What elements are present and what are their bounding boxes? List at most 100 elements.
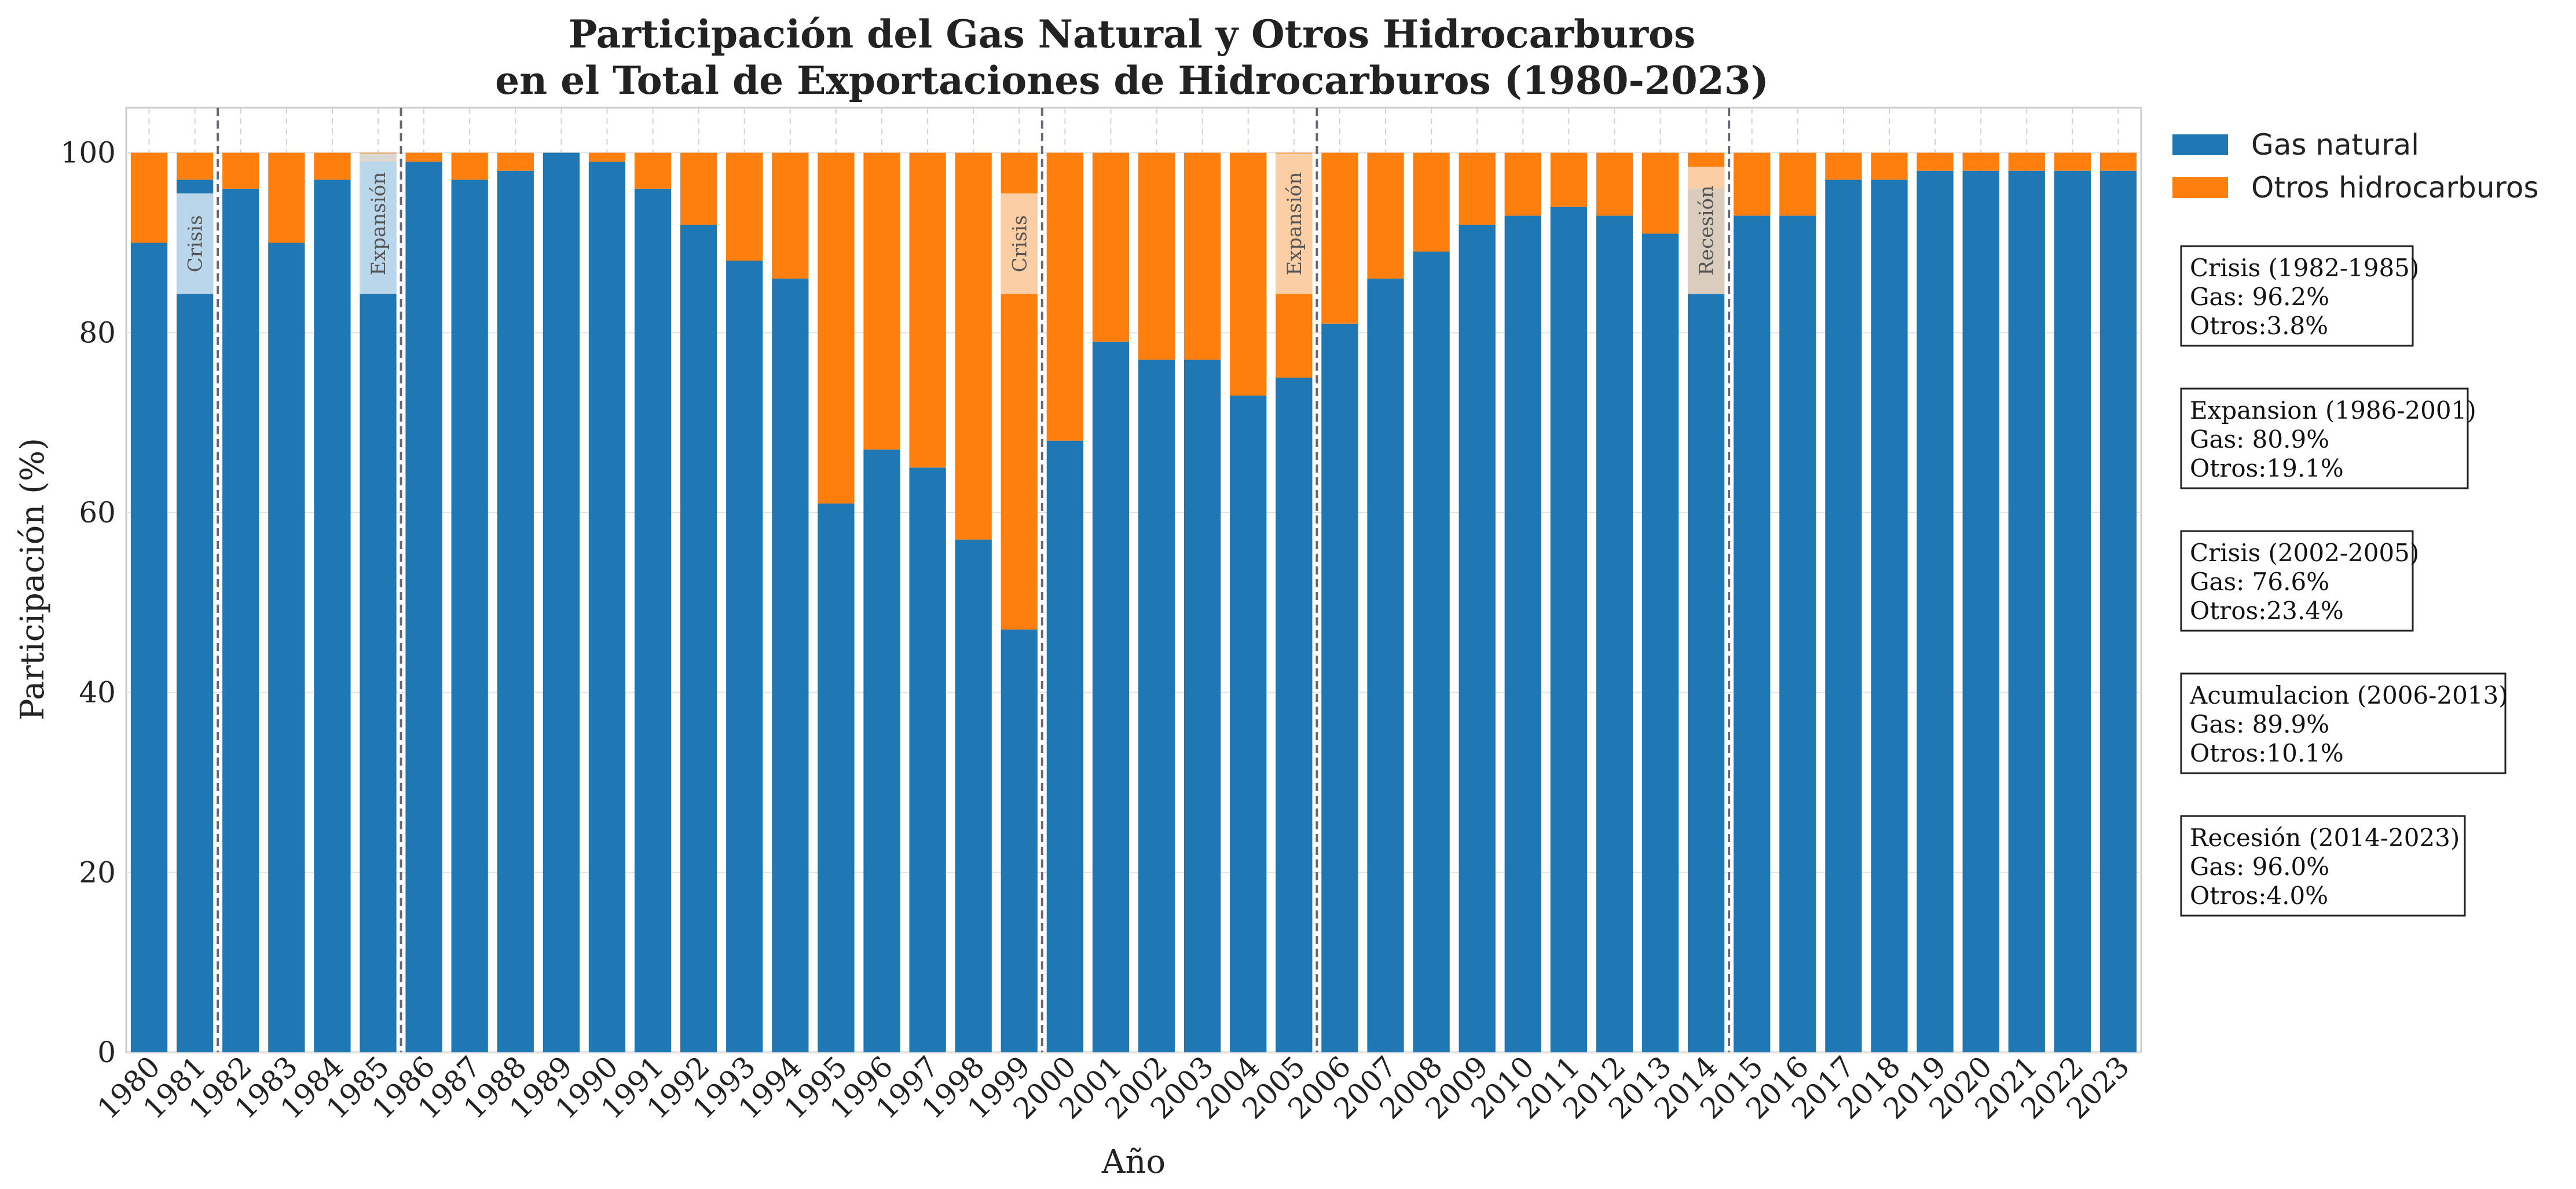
bar-gas-1995: [818, 503, 855, 1052]
bar-otros-2003: [1184, 152, 1221, 360]
bar-otros-2012: [1596, 152, 1633, 216]
bar-otros-1981: [177, 152, 214, 180]
bar-otros-2015: [1734, 152, 1771, 216]
period-label: Expansión: [367, 172, 390, 276]
legend-swatch: [2172, 177, 2228, 198]
bar-gas-2020: [1962, 170, 1999, 1052]
summary-line: Gas: 89.9%: [2190, 710, 2329, 738]
bar-gas-1983: [268, 243, 305, 1052]
bar-gas-1982: [222, 188, 259, 1052]
summary-line: Expansion (1986-2001): [2190, 396, 2476, 425]
period-labels: Crisis Expansión Crisis Expansión Recesión: [176, 153, 1725, 294]
bar-otros-2013: [1641, 152, 1679, 234]
x-axis-label: Año: [1101, 1143, 1166, 1181]
summary-box: [2180, 815, 2466, 917]
bar-gas-2005: [1276, 378, 1313, 1052]
bar-gas-2014: [1688, 188, 1725, 1052]
legend-label: Otros hidrocarburos: [2251, 171, 2539, 204]
bar-otros-2007: [1367, 152, 1404, 279]
summary-box: [2180, 672, 2507, 774]
bar-otros-2016: [1779, 152, 1816, 216]
bar-otros-2009: [1459, 152, 1496, 225]
period-label-box: [1001, 193, 1038, 294]
bar-gas-1985: [360, 162, 397, 1053]
bar-gas-1981: [177, 180, 214, 1053]
bar-gas-1998: [955, 539, 992, 1052]
bar-gas-2021: [2008, 170, 2045, 1052]
chart-title-line1: Participación del Gas Natural y Otros Hi…: [569, 12, 1695, 57]
bar-otros-2018: [1871, 152, 1908, 180]
period-summaries: Crisis (1982-1985)Gas: 96.2%Otros:3.8% Ex…: [2180, 245, 2508, 917]
summary-line: Otros:23.4%: [2190, 597, 2344, 625]
bar-otros-2023: [2099, 152, 2137, 171]
bar-otros-1982: [222, 152, 259, 189]
summary-line: Crisis (2002-2005): [2190, 539, 2419, 567]
bar-otros-1998: [955, 152, 992, 540]
bar-otros-1983: [268, 152, 305, 243]
bar-otros-1991: [634, 152, 672, 189]
bar-gas-1980: [130, 243, 168, 1052]
bar-otros-2021: [2008, 152, 2045, 171]
bar-otros-1986: [405, 152, 442, 162]
bar-otros-1990: [588, 152, 626, 162]
bar-otros-1980: [130, 152, 168, 243]
summary-line: Gas: 96.2%: [2190, 283, 2329, 311]
period-label: Crisis: [1008, 215, 1031, 272]
bar-gas-1984: [314, 180, 351, 1053]
bar-otros-2022: [2054, 152, 2091, 171]
summary-line: Crisis (1982-1985): [2190, 254, 2419, 282]
bar-otros-2006: [1321, 152, 1358, 324]
period-label: Recesión: [1695, 185, 1718, 276]
bar-gas-2019: [1917, 170, 1954, 1052]
summary-line: Gas: 80.9%: [2190, 425, 2329, 453]
bar-gas-2016: [1779, 215, 1816, 1052]
summary-line: Recesión (2014-2023): [2190, 824, 2460, 852]
y-ticks: 0 20 40 60 80 100: [61, 136, 116, 1069]
bar-gas-2002: [1138, 359, 1175, 1052]
period-label-box: [360, 153, 397, 294]
bar-otros-2008: [1413, 152, 1450, 252]
bar-gas-2022: [2054, 170, 2091, 1052]
bar-gas-1993: [726, 261, 763, 1053]
bar-otros-2011: [1550, 152, 1587, 207]
bar-otros-2017: [1825, 152, 1862, 180]
bar-gas-2013: [1641, 233, 1679, 1052]
bar-otros-2001: [1092, 152, 1130, 342]
summary-box: [2180, 387, 2469, 489]
bar-gas-2008: [1413, 251, 1450, 1052]
summary-line: Otros:19.1%: [2190, 454, 2344, 482]
bar-gas-2000: [1046, 440, 1083, 1052]
bar-gas-1997: [909, 467, 946, 1052]
period-label-box: [176, 193, 214, 294]
bar-gas-2004: [1230, 396, 1267, 1052]
bar-otros-2019: [1917, 152, 1954, 171]
summary-line: Otros:3.8%: [2190, 312, 2328, 340]
y-tick-label: 80: [79, 316, 116, 349]
bar-gas-1986: [405, 162, 442, 1053]
bar-gas-2003: [1184, 359, 1221, 1052]
bar-otros-2002: [1138, 152, 1175, 360]
bar-otros-1988: [497, 152, 534, 171]
bar-otros-2010: [1504, 152, 1541, 216]
bar-otros-1997: [909, 152, 946, 468]
bar-gas-2012: [1596, 215, 1633, 1052]
y-tick-label: 100: [61, 136, 116, 170]
bar-otros-2020: [1962, 152, 1999, 171]
bar-gas-2018: [1871, 180, 1908, 1053]
summary-line: Acumulacion (2006-2013): [2189, 681, 2508, 709]
bar-gas-2011: [1550, 206, 1587, 1052]
y-tick-label: 20: [79, 855, 116, 889]
bar-otros-1995: [818, 152, 855, 504]
period-dividers: [217, 108, 1731, 1052]
chart-title-line2: en el Total de Exportaciones de Hidrocar…: [495, 58, 1769, 103]
bar-gas-2010: [1504, 215, 1541, 1052]
summary-box: [2180, 245, 2414, 347]
x-ticks: 1980198119821983198419851986198719881989…: [91, 1049, 2136, 1125]
legend-swatch: [2172, 134, 2228, 155]
bars: [130, 152, 2137, 1053]
bar-otros-1993: [726, 152, 763, 261]
legend-label: Gas natural: [2251, 128, 2419, 162]
summary-line: Gas: 76.6%: [2190, 568, 2329, 596]
bar-gas-1989: [543, 152, 580, 1053]
